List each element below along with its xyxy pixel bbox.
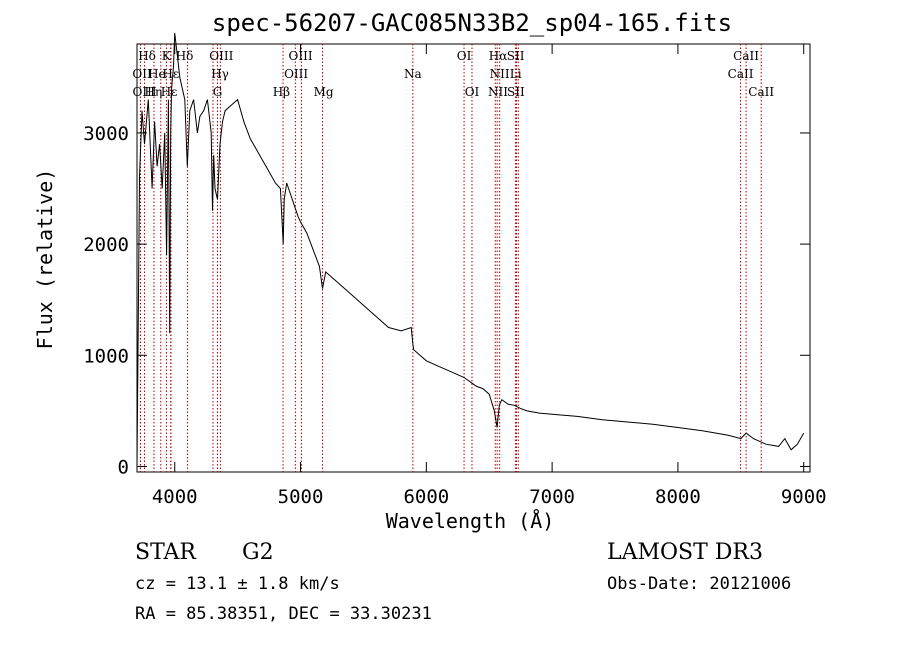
line-label-25: CaII: [733, 49, 759, 63]
y-axis-label: Flux (relative): [33, 169, 57, 350]
object-subclass: G2: [242, 540, 274, 565]
chart-title: spec-56207-GAC085N33B2_sp04-165.fits: [212, 9, 732, 37]
line-label-6: Hε: [161, 85, 178, 99]
line-label-26: CaII: [728, 67, 754, 81]
line-label-14: OIII: [284, 67, 308, 81]
x-tick-label-5: 9000: [781, 486, 827, 508]
x-tick-label-0: 4000: [152, 486, 198, 508]
plot-frame: [136, 43, 811, 473]
line-label-19: Hα: [489, 49, 508, 63]
line-label-13: OIII: [289, 49, 313, 63]
line-label-7: Hε: [162, 67, 179, 81]
line-label-3: K: [162, 49, 172, 63]
redshift-text: cz = 13.1 ± 1.8 km/s: [135, 574, 340, 594]
y-tick-label-2: 2000: [83, 234, 129, 256]
x-tick-label-2: 6000: [403, 486, 449, 508]
survey-label: LAMOST DR3: [607, 540, 763, 565]
line-label-0: Hδ: [138, 49, 156, 63]
line-label-5: Hη: [145, 85, 163, 99]
line-markers: [139, 44, 762, 472]
line-label-18: OI: [465, 85, 480, 99]
obs-date-text: Obs-Date: 20121006: [607, 574, 791, 594]
line-label-20: NII: [490, 67, 510, 81]
x-axis-ticks: 4000 5000 6000 7000 8000 9000: [152, 44, 827, 508]
line-label-10: Hγ: [211, 67, 229, 81]
line-label-24: SII: [507, 85, 525, 99]
line-label-27: CaII: [748, 85, 774, 99]
line-label-8: Hδ: [176, 49, 194, 63]
line-label-4: He: [148, 67, 166, 81]
y-tick-label-1: 1000: [83, 345, 129, 367]
line-label-22: SII: [507, 49, 525, 63]
y-tick-label-0: 0: [118, 456, 129, 478]
line-label-12: Hβ: [273, 85, 290, 99]
object-class: STAR: [135, 540, 197, 565]
line-label-17: OI: [457, 49, 472, 63]
line-label-16: Na: [404, 67, 422, 81]
line-label-21: NII: [488, 85, 508, 99]
y-tick-label-3: 3000: [83, 123, 129, 145]
x-axis-label: Wavelength (Å): [386, 509, 555, 533]
x-tick-label-4: 8000: [655, 486, 701, 508]
spectrum-line: [136, 32, 805, 467]
line-label-11: G: [213, 85, 223, 99]
line-label-15: Mg: [314, 85, 334, 99]
line-label-2: OIII: [133, 85, 157, 99]
line-label-1: OII: [132, 67, 152, 81]
y-axis-ticks: 0 1000 2000 3000: [83, 123, 810, 478]
line-label-23: Li: [510, 67, 522, 81]
coordinates-text: RA = 85.38351, DEC = 33.30231: [135, 604, 432, 624]
x-tick-label-1: 5000: [278, 486, 324, 508]
x-tick-label-3: 7000: [529, 486, 575, 508]
line-label-9: OIII: [209, 49, 233, 63]
